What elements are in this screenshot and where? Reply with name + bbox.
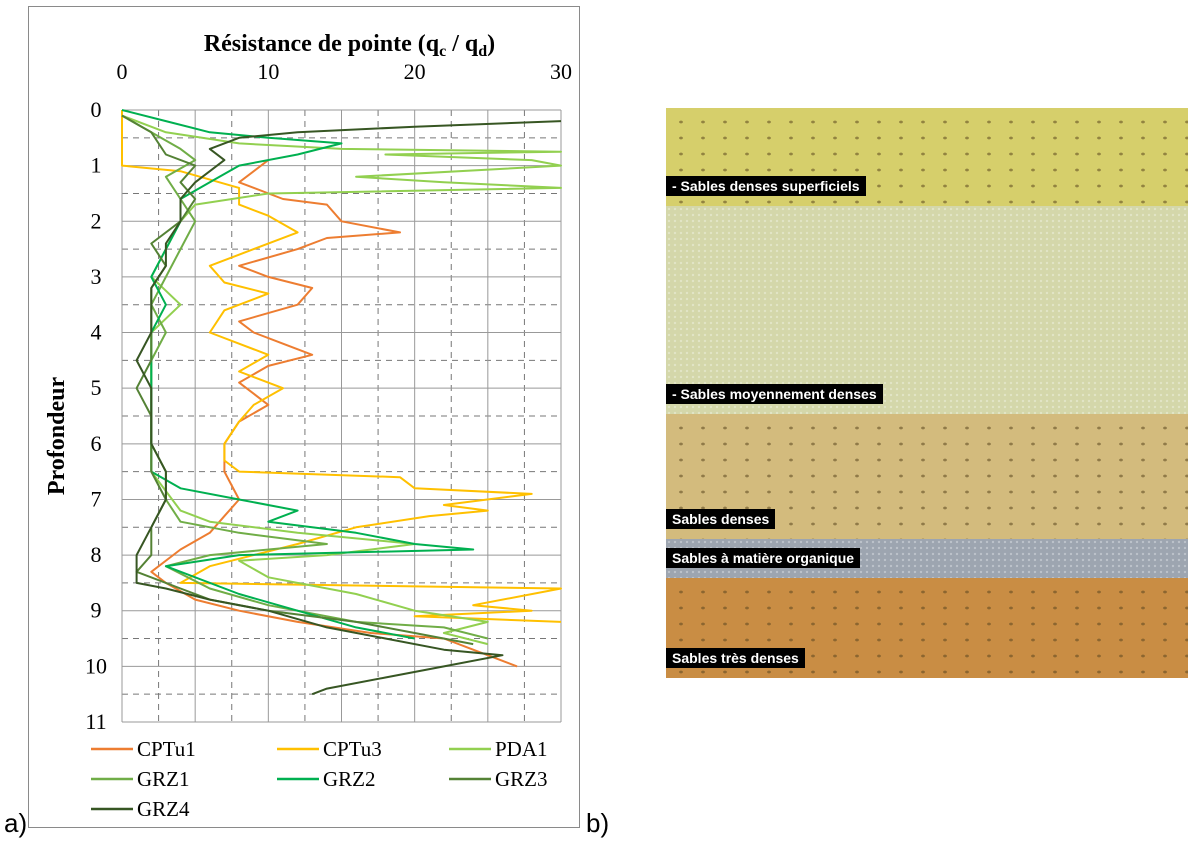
y-tick-label: 4 [91,320,102,345]
legend-label: CPTu1 [137,737,196,761]
panel-a-label: a) [4,808,28,838]
legend-label: CPTu3 [323,737,382,761]
x-tick-label: 30 [550,59,572,84]
legend-label: GRZ2 [323,767,376,791]
y-tick-label: 8 [91,542,102,567]
depth-resistance-chart: 0 10 20 30 0 1 2 3 4 5 6 7 8 9 10 11 Résistance de point… [44,31,572,821]
y-tick-label: 5 [91,375,102,400]
y-axis-label: Profondeur [44,377,70,496]
y-tick-label: 6 [91,431,102,456]
soil-layer-label: - Sables moyennement denses [666,384,883,405]
y-tick-label: 11 [85,709,106,734]
chart-title: Résistance de pointe (qc / qd) [204,31,495,60]
y-tick-label: 10 [85,653,107,678]
x-tick-label: 20 [404,59,426,84]
soil-layer: Sables denses [666,414,1188,539]
legend-label: GRZ4 [137,797,190,821]
legend-label: PDA1 [495,737,548,761]
y-tick-label: 0 [91,97,102,122]
y-tick-label: 9 [91,598,102,623]
series-line-grz3 [121,114,474,646]
soil-layer-label: - Sables denses superficiels [666,176,866,197]
series-line-grz4 [135,120,562,696]
panel-b-label: b) [586,808,610,838]
soil-layer-label: Sables très denses [666,648,805,668]
series-line-cptu1 [150,159,518,668]
y-tick-label: 2 [91,208,102,233]
y-tick-label: 3 [91,264,102,289]
series-line-cptu3 [121,110,562,623]
legend-label: GRZ1 [137,767,190,791]
x-tick-label: 10 [257,59,279,84]
x-tick-label: 0 [117,59,128,84]
y-tick-label: 1 [91,153,102,178]
soil-profile-panel: - Sables denses superficiels - Sables moy… [666,108,1188,678]
y-tick-label: 7 [91,486,102,511]
soil-layer-label: Sables à matière organique [666,548,861,569]
soil-layer: Sables à matière organique [666,538,1188,579]
legend-label: GRZ3 [495,767,548,791]
soil-layer: - Sables moyennement denses [666,206,1188,415]
figure-a-chart-frame: 0 10 20 30 0 1 2 3 4 5 6 7 8 9 10 11 Résistance de point… [28,6,580,828]
soil-layer: - Sables denses superficiels [666,108,1188,207]
soil-layer: Sables très denses [666,578,1188,678]
soil-layer-label: Sables denses [666,508,776,529]
